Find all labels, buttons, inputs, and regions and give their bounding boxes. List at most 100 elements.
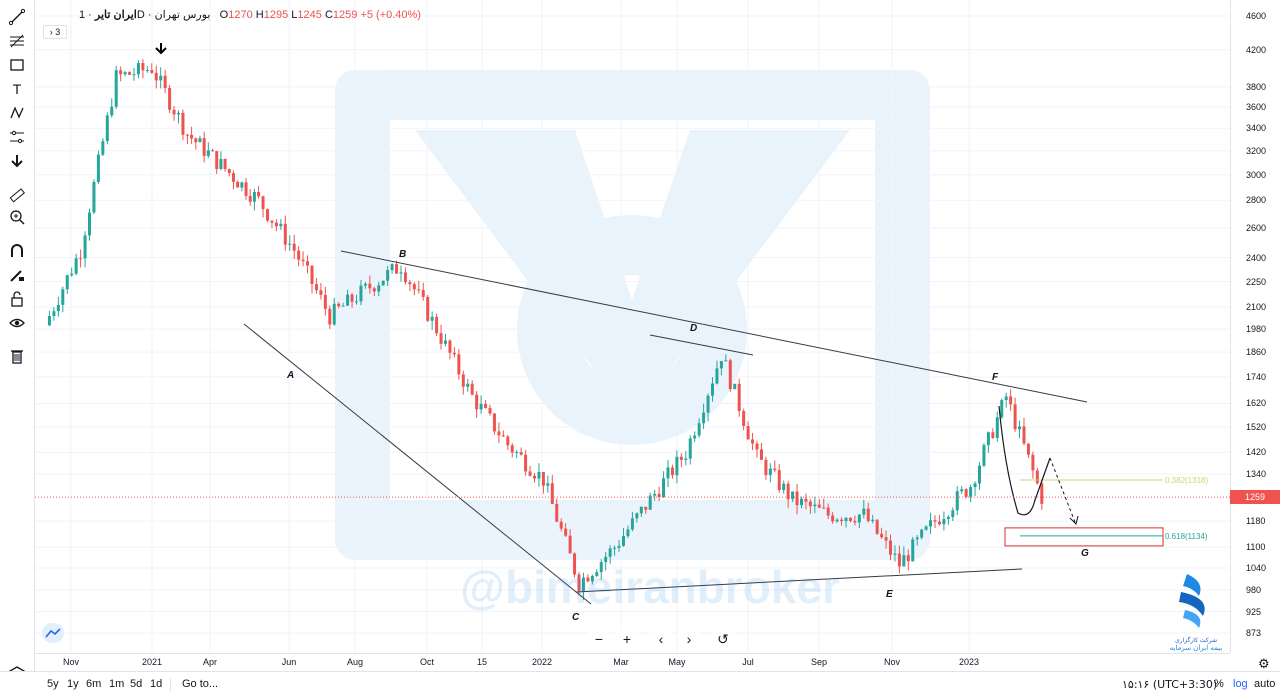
- ruler-icon[interactable]: [5, 184, 29, 206]
- candle-body: [181, 112, 185, 135]
- candle-body: [764, 459, 768, 476]
- pencil-lock-icon[interactable]: [5, 264, 29, 286]
- candle-body: [372, 288, 376, 292]
- fib-tool-icon[interactable]: [5, 30, 29, 52]
- fib-level-label: 0.382(1318): [1165, 476, 1208, 485]
- candle-body: [297, 250, 301, 260]
- range-1m-button[interactable]: 1m: [109, 678, 125, 690]
- price-tick-label: 2400: [1246, 252, 1267, 263]
- pattern-point-label: F: [992, 372, 999, 383]
- time-tick-label: 2022: [531, 657, 553, 667]
- line-tool-icon[interactable]: [5, 6, 29, 28]
- candle-body: [426, 296, 430, 321]
- projection-dashed: [1049, 457, 1076, 523]
- candle-body: [599, 562, 603, 573]
- scroll-right-button[interactable]: ›: [678, 629, 700, 649]
- lock-icon[interactable]: [5, 288, 29, 310]
- auto-toggle[interactable]: auto: [1254, 678, 1276, 690]
- candle-body: [715, 368, 719, 384]
- candle-body: [884, 537, 888, 541]
- candle-body: [613, 547, 617, 549]
- symbol-name[interactable]: ایران تایر: [94, 9, 137, 21]
- candle-body: [211, 150, 215, 152]
- candle-body: [314, 284, 318, 291]
- scroll-left-button[interactable]: ‹: [650, 629, 672, 649]
- interval-label[interactable]: 1D: [79, 9, 145, 21]
- candle-body: [724, 360, 728, 362]
- eye-icon[interactable]: [5, 312, 29, 334]
- candle-body: [83, 235, 87, 259]
- candle-body: [301, 259, 305, 262]
- time-tick-label: Apr: [202, 657, 218, 667]
- time-tick-label: Sep: [810, 657, 828, 667]
- candle-body: [893, 553, 897, 555]
- candle-body: [688, 438, 692, 459]
- candle-body: [773, 468, 777, 471]
- candle-body: [368, 283, 372, 289]
- candle-body: [617, 545, 621, 548]
- range-6m-button[interactable]: 6m: [86, 678, 102, 690]
- trash-icon[interactable]: [5, 345, 29, 367]
- reset-chart-button[interactable]: ↺: [712, 629, 734, 649]
- low-value: 1245: [297, 9, 322, 21]
- candle-body: [475, 394, 479, 410]
- price-tick-label: 3200: [1246, 145, 1267, 156]
- candle-body: [679, 456, 683, 460]
- price-chart[interactable]: A B C D E F G 0.382(1318) 0.618(1134) @bimeiranb…: [35, 0, 1230, 653]
- zoom-in-button[interactable]: +: [616, 629, 638, 649]
- candle-body: [550, 483, 554, 504]
- candle-body: [194, 138, 198, 143]
- candle-body: [88, 212, 91, 236]
- symbol-legend: ایران تایر · 1D · بورس تهران O1270 H1295…: [79, 9, 421, 21]
- candle-body: [1009, 396, 1013, 405]
- arrow-head-icon: [1069, 515, 1079, 525]
- candle-body: [924, 526, 928, 530]
- candle-body: [995, 417, 999, 438]
- candle-body: [145, 69, 149, 71]
- candle-body: [328, 308, 332, 325]
- candle-body: [412, 284, 416, 290]
- candle-body: [150, 69, 154, 73]
- candle-body: [202, 138, 206, 156]
- arrow-icon[interactable]: [5, 150, 29, 172]
- time-tick-label: Oct: [419, 657, 435, 667]
- percent-toggle[interactable]: %: [1214, 678, 1224, 690]
- goto-date-button[interactable]: Go to...: [182, 678, 219, 690]
- candle-body: [831, 515, 835, 522]
- range-1y-button[interactable]: 1y: [67, 678, 79, 690]
- candle-body: [244, 182, 248, 196]
- fib-level-label: 0.618(1134): [1165, 532, 1208, 541]
- candle-body: [163, 75, 167, 89]
- chart-navigation: − + ‹ › ↺: [588, 629, 734, 649]
- text-tool-icon[interactable]: T: [5, 78, 29, 100]
- range-5d-button[interactable]: 5d: [130, 678, 143, 690]
- candle-body: [248, 195, 252, 202]
- last-price-tag: 1259: [1230, 490, 1280, 505]
- magnet-icon[interactable]: [5, 240, 29, 262]
- candle-body: [524, 454, 528, 472]
- gear-icon[interactable]: ⚙: [1258, 656, 1270, 671]
- zoom-in-icon[interactable]: [5, 206, 29, 228]
- candle-body: [848, 517, 852, 521]
- legend-collapse-button[interactable]: › 3: [43, 25, 67, 39]
- candle-body: [1013, 404, 1017, 430]
- projection-tool-icon[interactable]: [5, 126, 29, 148]
- broker-logo-icon: [1179, 574, 1205, 628]
- time-readout[interactable]: ۱۵:۱۶ (UTC+3:30): [1122, 678, 1218, 691]
- log-toggle[interactable]: log: [1233, 678, 1248, 690]
- chart-pane[interactable]: A B C D E F G 0.382(1318) 0.618(1134) @bimeiranb…: [35, 0, 1230, 653]
- candle-body: [759, 449, 763, 460]
- candle-body: [506, 436, 510, 446]
- zoom-out-button[interactable]: −: [588, 629, 610, 649]
- pattern-tool-icon[interactable]: [5, 102, 29, 124]
- candle-body: [951, 510, 955, 517]
- candle-body: [648, 495, 652, 510]
- candle-body: [497, 431, 501, 436]
- broker-logo: شرکت کارگزاری بیمه ایران سرمایه: [1165, 570, 1227, 652]
- rectangle-tool-icon[interactable]: [5, 54, 29, 76]
- tradingview-logo-icon[interactable]: [42, 623, 64, 643]
- range-5y-button[interactable]: 5y: [47, 678, 59, 690]
- range-1d-button[interactable]: 1d: [150, 678, 163, 690]
- price-scale[interactable]: 4600 4200 3800 3600 3400 3200 3000 2800 2600 2400…: [1230, 0, 1280, 653]
- time-scale[interactable]: Nov 2021 Apr Jun Aug Oct 15 2022 Mar May Jul Sep Nov…: [35, 653, 1230, 672]
